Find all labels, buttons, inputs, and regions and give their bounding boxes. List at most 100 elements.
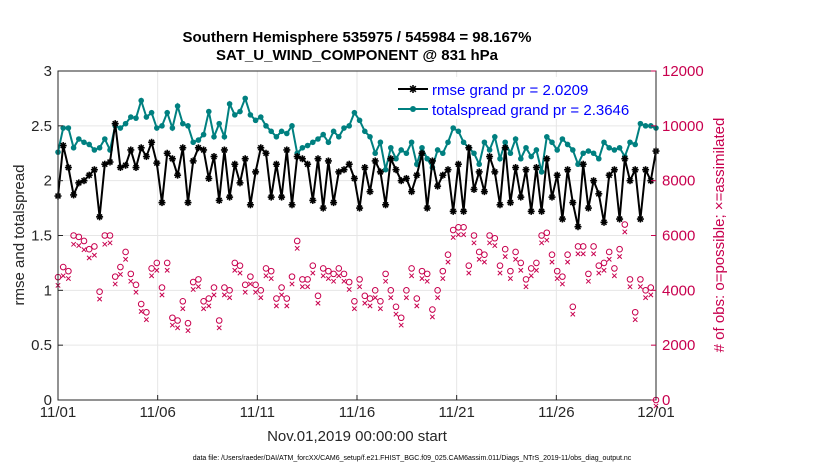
obs-possible-point [579,243,587,250]
x-axis-label: Nov.01,2019 00:00:00 start [267,428,448,445]
totalspread-point [382,166,389,173]
obs-assimilated-point [622,229,628,235]
y-tick-label-right: 2000 [662,337,695,354]
rmse-point [454,160,462,168]
rmse-point [584,204,592,212]
totalspread-point [580,150,586,157]
rmse-point [376,168,384,176]
totalspread-point [221,134,228,140]
obs-assimilated-point [653,403,659,409]
obs-possible-point [418,267,426,275]
totalspread-point [528,153,534,160]
rmse-point [356,204,364,212]
obs-assimilated-point [91,252,97,258]
obs-possible-point [314,292,322,300]
rmse-point [465,144,473,152]
rmse-point [226,193,234,201]
obs-assimilated-point [65,275,71,282]
totalspread-point [336,134,342,140]
obs-possible-point [423,270,431,278]
obs-assimilated-point [237,270,243,276]
totalspread-point [564,141,571,148]
totalspread-point [570,147,576,153]
y-axis-label-right: # of obs: o=possible; ×=assimilated [711,118,728,353]
obs-assimilated-point [76,243,82,249]
totalspread-point [247,112,254,118]
totalspread-point [86,141,92,148]
obs-possible-point [496,262,504,269]
obs-possible-point [585,270,592,278]
totalspread-point [362,128,368,135]
totalspread-point [263,123,269,129]
totalspread-point [481,139,488,146]
rmse-point [179,144,187,152]
rmse-point [480,188,488,196]
y-tick-label-left: 0.5 [31,337,52,354]
totalspread-point [299,144,306,151]
obs-possible-point [382,270,389,278]
obs-assimilated-point [289,281,295,287]
totalspread-point [403,150,410,157]
obs-assimilated-point [258,295,264,301]
obs-possible-point [553,267,561,275]
totalspread-point [398,147,405,153]
rmse-point [116,164,124,172]
totalspread-point [544,134,550,140]
totalspread-point [91,147,98,153]
obs-assimilated-point [268,275,274,282]
chart-title-line2: SAT_U_WIND_COMPONENT @ 831 hPa [216,47,499,64]
obs-assimilated-point [523,284,529,290]
totalspread-point [356,117,363,124]
x-tick-label: 11/21 [438,404,474,421]
obs-assimilated-point [107,240,113,246]
obs-possible-point [59,263,67,271]
totalspread-point [284,130,290,137]
obs-possible-point [304,276,311,283]
rmse-point [122,161,130,169]
obs-assimilated-point [471,240,477,246]
rmse-point [501,144,509,152]
obs-possible-point [184,319,192,327]
totalspread-point [289,123,295,129]
obs-assimilated-point [414,303,420,309]
totalspread-point [476,161,483,168]
totalspread-point [325,139,332,146]
obs-assimilated-point [143,317,149,323]
obs-possible-point [616,245,623,253]
obs-possible-point [413,295,421,302]
rmse-point [293,153,301,161]
obs-assimilated-point [97,296,103,302]
obs-possible-point [429,306,436,313]
rmse-point [215,196,223,204]
totalspread-point [81,139,87,146]
obs-assimilated-point [533,267,539,273]
totalspread-point [185,123,191,129]
obs-assimilated-point [195,284,201,290]
obs-assimilated-point [502,254,508,260]
totalspread-point [523,144,529,151]
rmse-point [361,164,369,172]
obs-assimilated-point [450,234,456,240]
obs-possible-point [273,295,280,302]
rmse-point [319,204,327,212]
obs-assimilated-point [393,311,399,317]
rmse-point [392,166,400,174]
rmse-point [200,146,208,154]
totalspread-point [559,136,566,142]
obs-assimilated-point [601,267,607,273]
obs-assimilated-point [351,306,357,312]
rmse-point [241,155,249,163]
totalspread-point [70,144,77,151]
obs-assimilated-point [164,267,170,273]
obs-possible-point [200,298,207,305]
totalspread-point [341,125,347,131]
obs-assimilated-point [341,278,347,284]
obs-possible-point [351,298,358,305]
totalspread-point [393,155,399,162]
rmse-point [605,171,613,179]
obs-possible-point [319,265,327,272]
footer-data-file: data file: /Users/raeder/DAI/ATM_forcXX/… [193,455,632,462]
obs-possible-point [460,223,467,231]
rmse-point [324,157,332,165]
obs-assimilated-point [190,286,196,293]
